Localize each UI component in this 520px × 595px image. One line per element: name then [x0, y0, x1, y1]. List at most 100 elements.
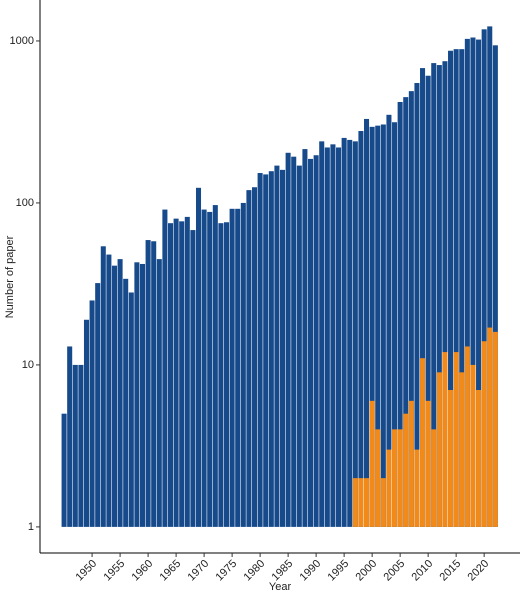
x-tick-label: 1950 — [73, 558, 99, 584]
bar — [487, 26, 493, 527]
bar — [476, 390, 482, 527]
bar — [442, 61, 448, 527]
x-tick-label: 1960 — [129, 558, 155, 584]
bar — [207, 211, 213, 527]
bar — [313, 155, 319, 527]
bar — [78, 364, 84, 527]
bar — [392, 122, 398, 527]
x-tick-label: 2015 — [438, 558, 464, 584]
y-tick-label: 1000 — [10, 35, 34, 47]
x-tick-label: 1955 — [101, 558, 127, 584]
bar — [223, 222, 230, 527]
bar — [470, 37, 476, 527]
bar — [420, 68, 426, 527]
bar — [229, 208, 235, 527]
bar — [251, 187, 258, 527]
bar — [100, 246, 106, 527]
bar — [145, 240, 151, 527]
bar — [218, 223, 224, 527]
bar — [414, 449, 420, 527]
bar — [179, 221, 185, 527]
bar — [397, 101, 403, 527]
bar — [156, 259, 162, 527]
bar — [492, 331, 498, 527]
x-tick-label: 1965 — [157, 558, 183, 584]
bar — [397, 429, 403, 527]
bar — [190, 230, 196, 527]
bar — [139, 263, 146, 527]
bar — [319, 141, 325, 527]
bar — [128, 292, 134, 527]
bar — [358, 478, 364, 527]
bar — [464, 38, 470, 527]
bar — [95, 283, 101, 527]
bar — [420, 358, 426, 527]
bar — [448, 50, 454, 527]
bar — [201, 209, 207, 527]
bar — [83, 319, 90, 527]
bar — [386, 449, 392, 527]
bar — [408, 91, 414, 527]
bar — [212, 205, 218, 527]
bar — [336, 147, 342, 527]
bar — [459, 49, 465, 527]
x-tick-label: 2010 — [410, 558, 436, 584]
bar — [347, 139, 353, 527]
bar — [263, 174, 269, 527]
bar — [151, 241, 157, 527]
bar — [380, 124, 386, 527]
y-tick-label: 10 — [22, 359, 34, 371]
y-axis-title: Number of paper — [4, 235, 16, 318]
bar — [453, 352, 459, 527]
bar — [291, 156, 297, 527]
bar — [134, 262, 140, 527]
bar — [448, 390, 454, 527]
bar — [106, 254, 112, 527]
bar — [173, 218, 179, 527]
bar — [246, 190, 252, 527]
bar — [240, 202, 246, 527]
x-tick-label: 1975 — [213, 558, 239, 584]
bar — [392, 429, 398, 527]
bar — [67, 346, 73, 527]
bar — [380, 478, 386, 527]
bar — [195, 187, 202, 527]
bar — [358, 131, 364, 527]
bar — [285, 152, 291, 527]
bar — [369, 400, 375, 527]
bar — [280, 169, 286, 527]
bar — [386, 114, 392, 527]
x-axis-title: Year — [269, 581, 292, 593]
bar — [487, 327, 493, 527]
x-tick-label: 1995 — [326, 558, 352, 584]
bar — [476, 39, 482, 527]
bar — [431, 429, 437, 527]
bar — [352, 141, 358, 527]
bar — [352, 478, 358, 527]
bar — [117, 259, 123, 527]
bar — [184, 216, 190, 527]
bar — [375, 125, 381, 527]
bar — [431, 63, 437, 527]
bar — [111, 265, 118, 527]
bar — [364, 478, 370, 527]
bar — [414, 83, 420, 527]
bar — [364, 118, 370, 527]
bar — [425, 75, 431, 527]
bar — [72, 364, 78, 527]
bar — [442, 352, 448, 527]
bar — [369, 126, 375, 527]
bar — [330, 144, 336, 527]
bar — [375, 429, 381, 527]
bar — [341, 137, 347, 527]
bar — [61, 413, 67, 527]
x-tick-label: 1985 — [269, 558, 295, 584]
x-tick-label: 1970 — [185, 558, 211, 584]
bar — [162, 209, 168, 527]
x-tick-label: 2020 — [466, 558, 492, 584]
bar — [470, 364, 476, 527]
bar — [268, 171, 274, 527]
bar — [308, 158, 314, 527]
bar — [436, 372, 442, 527]
